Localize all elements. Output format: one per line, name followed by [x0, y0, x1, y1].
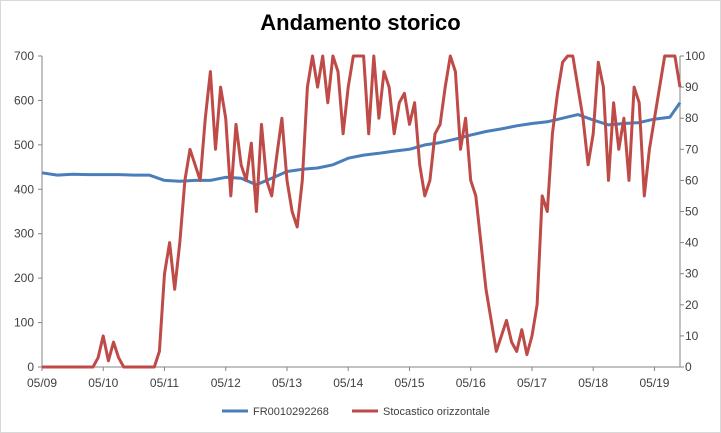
- legend-label: Stocastico orizzontale: [383, 406, 490, 418]
- chart-title: Andamento storico: [260, 10, 461, 35]
- left-tick-label: 200: [14, 271, 34, 285]
- series-line-stocastico: [42, 54, 682, 369]
- right-tick-label: 50: [685, 205, 699, 219]
- left-tick-label: 0: [27, 360, 34, 374]
- right-tick-label: 30: [685, 267, 699, 281]
- left-tick-label: 700: [14, 49, 34, 63]
- right-tick-label: 40: [685, 236, 699, 250]
- x-tick-label: 05/18: [578, 376, 608, 390]
- series-line-fr0010292268: [41, 101, 682, 187]
- right-tick-label: 60: [685, 173, 699, 187]
- right-tick-label: 80: [685, 111, 699, 125]
- x-tick-label: 05/16: [456, 376, 486, 390]
- x-tick-label: 05/13: [272, 376, 302, 390]
- x-tick-label: 05/14: [333, 376, 363, 390]
- legend: FR0010292268 Stocastico orizzontale: [222, 406, 490, 418]
- x-tick-label: 05/10: [88, 376, 118, 390]
- right-tick-label: 70: [685, 142, 699, 156]
- x-tick-label: 05/09: [27, 376, 57, 390]
- right-tick-label: 100: [685, 49, 705, 63]
- x-tick-label: 05/12: [211, 376, 241, 390]
- axes-group: 0 100 200 300 400 500 600 700 0 10 20 30 40 50 60 70 80 9…: [14, 49, 705, 390]
- legend-label: FR0010292268: [253, 406, 329, 418]
- left-tick-label: 300: [14, 227, 34, 241]
- left-tick-label: 600: [14, 93, 34, 107]
- right-tick-label: 20: [685, 298, 699, 312]
- plot-area: [41, 54, 682, 369]
- x-tick-label: 05/17: [517, 376, 547, 390]
- x-tick-label: 05/11: [150, 376, 179, 390]
- right-tick-label: 90: [685, 80, 699, 94]
- x-tick-label: 05/15: [394, 376, 424, 390]
- left-tick-label: 400: [14, 182, 34, 196]
- right-tick-label: 0: [685, 360, 692, 374]
- x-tick-label: 05/19: [639, 376, 669, 390]
- left-tick-label: 100: [14, 316, 34, 330]
- left-tick-label: 500: [14, 138, 34, 152]
- right-tick-label: 10: [685, 329, 699, 343]
